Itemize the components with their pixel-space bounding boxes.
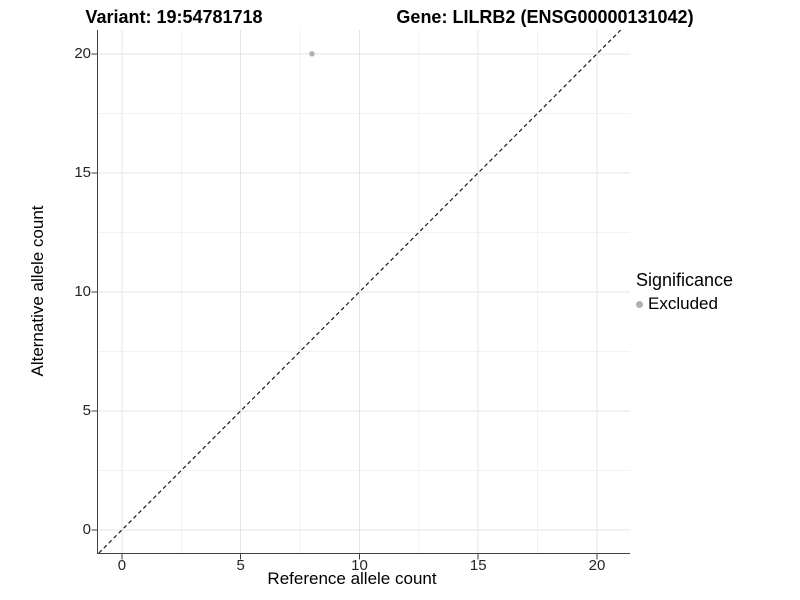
x-tick-label: 0 <box>117 557 127 574</box>
x-tick-label: 5 <box>236 557 245 574</box>
major-gridlines <box>97 30 630 553</box>
y-tick-label: 20 <box>74 44 91 62</box>
data-point <box>309 51 315 57</box>
x-tick-label: 20 <box>588 557 606 574</box>
y-axis-title: Alternative allele count <box>28 205 47 377</box>
excluded-point-icon <box>636 300 643 308</box>
minor-gridlines <box>97 30 630 553</box>
x-tick-label: 10 <box>351 557 368 574</box>
x-axis-title: Reference allele count <box>267 569 437 588</box>
plot-title-gene: Gene: LILRB2 (ENSG00000131042) <box>396 7 694 27</box>
axis-lines <box>97 30 630 554</box>
legend-item-label: Excluded <box>648 294 718 313</box>
legend: Significance Excluded <box>636 270 733 314</box>
y-tick-label: 0 <box>82 520 91 538</box>
y-tick-label: 15 <box>74 163 91 181</box>
plot-title-variant: Variant: 19:54781718 <box>85 7 263 27</box>
legend-title: Significance <box>636 270 734 290</box>
legend-item-excluded: Excluded <box>636 294 733 314</box>
y-tick-label: 5 <box>82 401 91 419</box>
tick-marks <box>91 53 598 560</box>
x-tick-label: 15 <box>469 557 487 574</box>
y-tick-label: 10 <box>74 282 91 300</box>
identity-line <box>98 29 622 554</box>
data-points <box>309 51 315 57</box>
